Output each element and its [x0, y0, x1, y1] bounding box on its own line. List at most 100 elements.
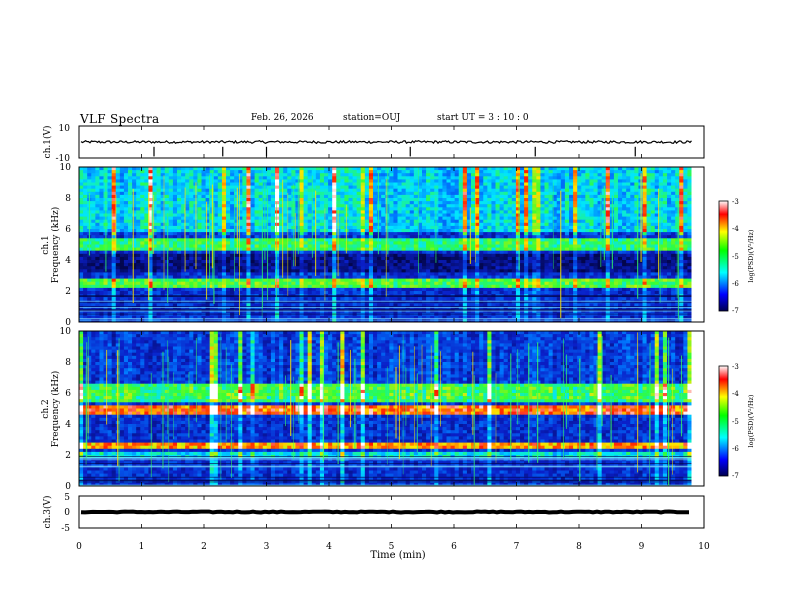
- spec-cell: [413, 213, 419, 217]
- spec-cell: [679, 188, 684, 193]
- spec-cell: [487, 235, 492, 239]
- spec-cell: [111, 256, 117, 261]
- spec-cell: [564, 229, 570, 233]
- spec-cell: [609, 182, 615, 186]
- spec-cell: [634, 201, 639, 205]
- spec-cell: [434, 194, 439, 199]
- spec-cell: [360, 204, 366, 208]
- spec-cell: [246, 222, 251, 227]
- spec-cell: [115, 188, 121, 193]
- spec-cell: [409, 216, 415, 221]
- spec-cell: [495, 182, 500, 186]
- spec-cell: [683, 232, 688, 236]
- spec-cell: [177, 191, 182, 196]
- spec-cell: [352, 229, 358, 233]
- spec-cell: [254, 207, 260, 211]
- spec-cell: [581, 194, 586, 199]
- spec-cell: [544, 241, 549, 245]
- spec-cell: [569, 238, 574, 242]
- spec-cell: [413, 173, 419, 177]
- spec-cell: [466, 250, 472, 255]
- spec-cell: [536, 182, 541, 186]
- spec-cell: [128, 219, 133, 224]
- spec-cell: [246, 256, 251, 261]
- spec-cell: [679, 266, 684, 270]
- spec-cell: [405, 213, 411, 217]
- spec-cell: [95, 179, 100, 183]
- spec-cell: [618, 263, 623, 267]
- spec-cell: [413, 207, 419, 211]
- spec-cell: [303, 263, 309, 267]
- spec-cell: [226, 213, 231, 217]
- spec-cell: [462, 222, 468, 227]
- spec-cell: [556, 210, 562, 214]
- spec-cell: [683, 241, 688, 245]
- spec-cell: [520, 176, 525, 180]
- spec-cell: [152, 194, 157, 199]
- spec-cell: [377, 185, 382, 190]
- spec-cell: [405, 182, 411, 186]
- spec-cell: [356, 213, 362, 217]
- spec-cell: [389, 204, 394, 208]
- spec-cell: [577, 216, 582, 221]
- spec-cell: [311, 263, 317, 267]
- spec-cell: [168, 213, 174, 217]
- spec-cell: [168, 244, 174, 248]
- spec-cell: [295, 213, 300, 217]
- spec-cell: [99, 260, 104, 264]
- spec-cell: [368, 204, 374, 208]
- spec-cell: [262, 263, 268, 267]
- spec-cell: [275, 194, 280, 199]
- spec-cell: [654, 238, 660, 242]
- spec-cell: [168, 235, 174, 239]
- spec-cell: [295, 244, 300, 248]
- spec-cell: [217, 176, 223, 180]
- spec-cell: [605, 182, 611, 186]
- spec-cell: [585, 194, 590, 199]
- spec-cell: [368, 266, 374, 270]
- spec-cell: [389, 207, 394, 211]
- spec-cell: [536, 213, 541, 217]
- spec-cell: [217, 204, 223, 208]
- spec-cell: [119, 222, 125, 227]
- spec-cell: [650, 167, 656, 171]
- spec-cell: [626, 210, 631, 214]
- spec-cell: [642, 201, 647, 205]
- spec-cell: [172, 191, 178, 196]
- spec-cell: [189, 182, 194, 186]
- spec-cell: [667, 173, 672, 177]
- spec-cell: [79, 213, 84, 217]
- spec-cell: [115, 170, 121, 174]
- spec-cell: [430, 207, 435, 211]
- spec-cell: [434, 225, 439, 230]
- spec-cell: [487, 238, 492, 242]
- spec-cell: [613, 250, 619, 255]
- spec-cell: [552, 266, 558, 270]
- spec-cell: [397, 256, 402, 261]
- spec-cell: [532, 210, 537, 214]
- date-label: Feb. 26, 2026: [251, 113, 314, 123]
- spec-cell: [258, 241, 264, 245]
- spec-cell: [132, 173, 137, 177]
- spec-cell: [226, 210, 231, 214]
- spec-cell: [397, 235, 402, 239]
- spec-cell: [417, 244, 423, 248]
- spec-cell: [679, 207, 684, 211]
- spec-cell: [564, 238, 570, 242]
- spec-cell: [177, 179, 182, 183]
- spec-cell: [417, 207, 423, 211]
- spec-cell: [340, 198, 345, 202]
- spec-cell: [658, 253, 664, 258]
- spec-cell: [683, 201, 688, 205]
- spec-cell: [540, 176, 545, 180]
- spec-cell: [115, 232, 121, 236]
- spec-cell: [136, 269, 141, 273]
- spec-cell: [413, 250, 419, 255]
- spec-cell: [172, 244, 178, 248]
- spec-cell: [471, 266, 476, 270]
- spec-cell: [446, 222, 451, 227]
- spec-cell: [487, 266, 492, 270]
- spec-cell: [495, 256, 500, 261]
- spec-cell: [426, 266, 431, 270]
- spec-cell: [115, 213, 121, 217]
